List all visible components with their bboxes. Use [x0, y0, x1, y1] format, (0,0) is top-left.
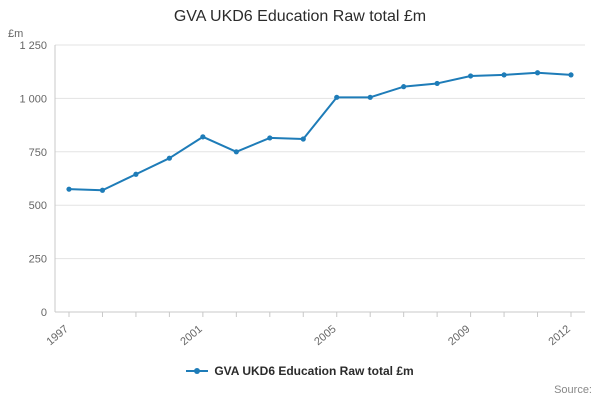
y-tick-label: 250	[29, 254, 47, 266]
data-point	[133, 171, 139, 177]
y-axis-unit-label: £m	[8, 28, 24, 40]
y-tick-label: 500	[29, 200, 47, 212]
legend-line-marker-icon	[186, 368, 209, 374]
data-point	[534, 70, 541, 76]
y-tick-label: 750	[29, 147, 47, 159]
data-point	[66, 186, 72, 192]
data-point	[99, 187, 106, 193]
data-point	[434, 80, 440, 87]
data-point	[401, 84, 407, 90]
y-tick-label: 0	[41, 307, 47, 319]
data-point	[468, 73, 474, 79]
data-point	[300, 136, 306, 142]
data-point	[568, 72, 574, 78]
data-point	[501, 72, 507, 78]
data-point	[200, 134, 206, 140]
chart-title: GVA UKD6 Education Raw total £m	[173, 8, 427, 25]
x-tick-label: 2012	[546, 323, 572, 348]
data-point	[267, 135, 273, 141]
chart-legend[interactable]: GVA UKD6 Education Raw total £m	[0, 364, 600, 378]
source-label: Source:	[554, 384, 592, 396]
data-point	[233, 149, 239, 155]
x-tick-label: 2009	[446, 323, 472, 348]
y-tick-label: 1 000	[19, 93, 47, 105]
data-point	[367, 94, 373, 100]
legend-label: GVA UKD6 Education Raw total £m	[214, 364, 414, 378]
x-tick-label: 2001	[178, 323, 204, 348]
data-point	[166, 155, 172, 161]
data-line	[68, 71, 572, 192]
x-tick-label: 1997	[44, 323, 70, 348]
y-tick-label: 1 250	[19, 40, 47, 52]
x-tick-label: 2005	[312, 323, 338, 348]
data-point	[334, 94, 340, 100]
